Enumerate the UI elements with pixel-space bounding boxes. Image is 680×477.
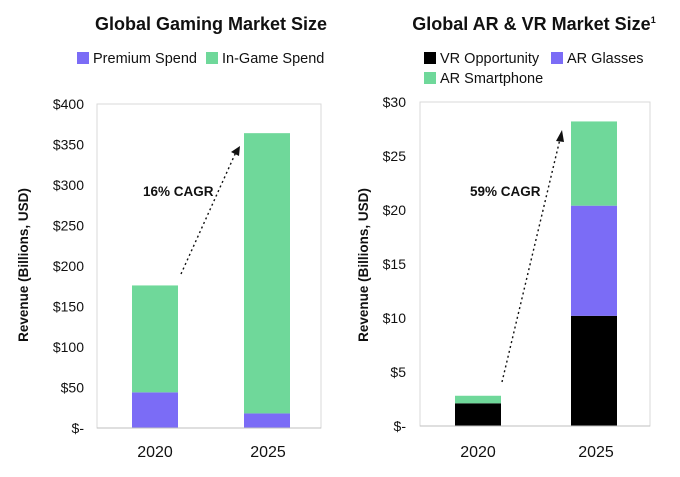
arvr-chart-title: Global AR & VR Market Size1	[412, 14, 655, 34]
legend-swatch-ar-smartphone	[424, 72, 436, 84]
y-tick-label: $-	[72, 420, 85, 436]
arvr-y-axis-label: Revenue (Billions, USD)	[356, 188, 371, 342]
arvr-cagr-annotation: 59% CAGR	[470, 184, 541, 199]
y-tick-label: $30	[383, 94, 407, 110]
legend-swatch-ar-glasses	[551, 52, 563, 64]
arvr-y-ticks: $- $5 $10 $15 $20 $25 $30	[383, 94, 407, 434]
y-tick-label: $250	[53, 218, 84, 234]
arvr-title-text: Global AR & VR Market Size	[412, 14, 650, 34]
arvr-x-tick-2025: 2025	[578, 444, 614, 461]
y-tick-label: $100	[53, 339, 84, 355]
y-tick-label: $300	[53, 177, 84, 193]
y-tick-label: $25	[383, 148, 407, 164]
y-tick-label: $-	[394, 418, 407, 434]
gaming-x-tick-2020: 2020	[137, 444, 173, 461]
arvr-chart: Global AR & VR Market Size1 VR Opportuni…	[356, 14, 656, 461]
gaming-x-tick-2025: 2025	[250, 444, 286, 461]
y-tick-label: $50	[61, 380, 85, 396]
y-tick-label: $10	[383, 310, 407, 326]
gaming-legend: Premium Spend In-Game Spend	[77, 51, 324, 67]
y-tick-label: $15	[383, 256, 407, 272]
gaming-chart: Global Gaming Market Size Premium Spend …	[16, 14, 327, 461]
arvr-legend: VR Opportunity AR Glasses AR Smartphone	[424, 51, 644, 87]
legend-label-ar-smartphone: AR Smartphone	[440, 71, 543, 87]
arvr-bars	[455, 121, 617, 426]
legend-swatch-ingame	[206, 52, 218, 64]
y-tick-label: $20	[383, 202, 407, 218]
y-tick-label: $150	[53, 299, 84, 315]
bar-segment	[132, 285, 178, 393]
legend-label-vr: VR Opportunity	[440, 51, 540, 67]
y-tick-label: $200	[53, 258, 84, 274]
legend-label-ingame: In-Game Spend	[222, 51, 324, 67]
gaming-bars	[132, 133, 290, 428]
arvr-cagr-arrow	[501, 138, 561, 383]
legend-label-premium: Premium Spend	[93, 51, 197, 67]
legend-label-ar-glasses: AR Glasses	[567, 51, 644, 67]
bar-segment	[132, 392, 178, 428]
bar-segment	[244, 133, 290, 414]
bar-segment	[244, 413, 290, 428]
arvr-cagr-arrowhead	[556, 130, 564, 142]
gaming-cagr-arrowhead	[231, 146, 240, 156]
bar-segment	[571, 121, 617, 206]
gaming-cagr-arrow	[180, 151, 237, 275]
y-tick-label: $350	[53, 137, 84, 153]
gaming-y-ticks: $- $50 $100 $150 $200 $250 $300 $350 $400	[53, 96, 84, 436]
arvr-title-superscript: 1	[651, 15, 656, 25]
gaming-cagr-annotation: 16% CAGR	[143, 184, 214, 199]
bar-segment	[455, 403, 501, 426]
y-tick-label: $5	[390, 364, 406, 380]
bar-segment	[455, 395, 501, 404]
y-tick-label: $400	[53, 96, 84, 112]
gaming-y-axis-label: Revenue (Billions, USD)	[16, 188, 31, 342]
legend-swatch-premium	[77, 52, 89, 64]
legend-swatch-vr	[424, 52, 436, 64]
bar-segment	[571, 205, 617, 316]
gaming-chart-title: Global Gaming Market Size	[95, 14, 327, 34]
bar-segment	[571, 315, 617, 426]
arvr-x-tick-2020: 2020	[460, 444, 496, 461]
